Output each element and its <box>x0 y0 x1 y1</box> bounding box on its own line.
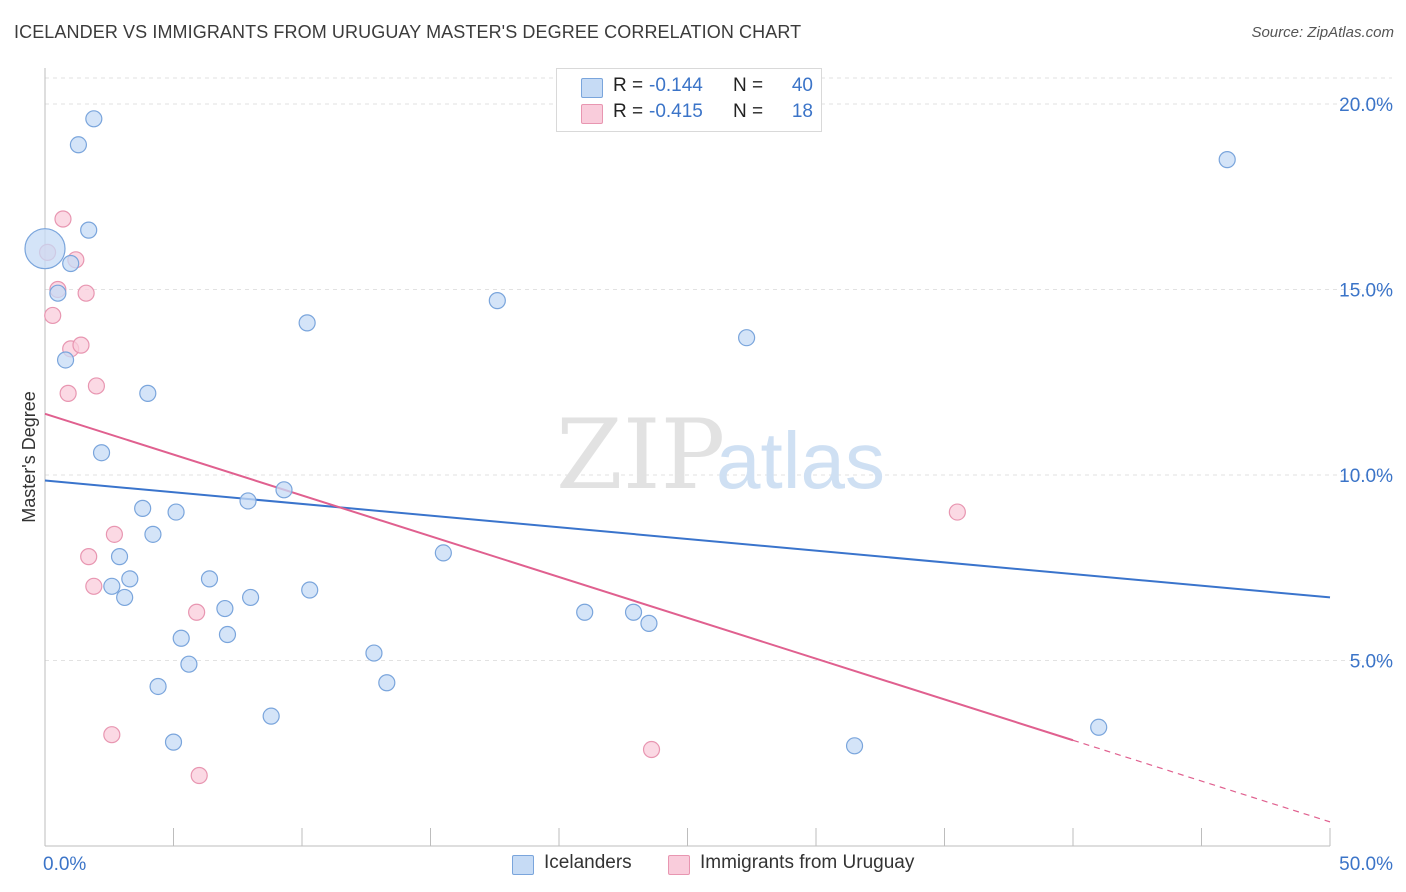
legend-swatch-blue <box>512 855 534 875</box>
uruguay-point <box>54 210 72 228</box>
r-label: R = <box>613 101 644 122</box>
r-value: -0.144 <box>649 75 703 96</box>
icelander-point <box>56 351 75 369</box>
icelander-point <box>218 625 237 644</box>
icelander-point <box>488 292 506 310</box>
icelander-point <box>200 570 219 588</box>
icelander-point <box>110 548 129 566</box>
y-tick-label: 15.0% <box>1339 280 1393 301</box>
icelander-point <box>434 544 452 562</box>
uruguay-point <box>44 306 62 325</box>
trend-line-icelanders <box>44 479 1331 599</box>
y-tick-label: 20.0% <box>1339 95 1393 116</box>
x-tick-label: 0.0% <box>43 854 86 875</box>
icelander-point <box>149 677 167 696</box>
icelander-point <box>80 221 98 239</box>
icelander-point <box>164 733 183 751</box>
trend-line-uruguay <box>44 412 1074 742</box>
watermark-zip: ZIP <box>556 399 725 511</box>
icelander-point <box>301 581 319 599</box>
n-value: 40 <box>791 75 813 96</box>
source-label: Source: ZipAtlas.com <box>1251 24 1394 41</box>
n-label: N = <box>733 101 764 122</box>
icelander-point <box>624 603 643 621</box>
icelander-point <box>180 655 198 673</box>
icelander-point <box>365 644 383 662</box>
icelander-point <box>262 707 280 725</box>
icelander-point <box>216 599 234 618</box>
series-legend: Icelanders Immigrants from Uruguay <box>0 852 1406 878</box>
icelander-point <box>378 674 396 692</box>
uruguay-point <box>190 766 208 785</box>
icelander-point <box>85 110 103 128</box>
n-label: N = <box>733 75 764 96</box>
icelander-point <box>144 525 162 543</box>
icelander-point <box>298 314 316 332</box>
icelander-point <box>62 254 80 273</box>
icelander-point <box>845 737 864 755</box>
chart-title: ICELANDER VS IMMIGRANTS FROM URUGUAY MAS… <box>14 22 802 42</box>
uruguay-point <box>59 384 77 402</box>
icelander-point <box>134 499 152 517</box>
r-label: R = <box>613 75 644 96</box>
icelander-point <box>275 481 293 499</box>
watermark: ZIP atlas <box>556 399 885 511</box>
icelander-point <box>121 570 139 588</box>
icelander-point <box>116 588 134 607</box>
trend-layer <box>44 412 1331 823</box>
uruguay-point <box>80 548 98 566</box>
icelander-point <box>242 588 260 607</box>
icelander-point <box>1090 718 1108 736</box>
y-tick-label: 5.0% <box>1350 651 1393 672</box>
icelander-point <box>640 614 658 632</box>
icelander-point <box>576 603 594 621</box>
axis-layer <box>44 68 1331 847</box>
icelander-point <box>738 329 756 347</box>
points-layer <box>24 110 1236 785</box>
grid-layer <box>45 77 1392 661</box>
r-value: -0.415 <box>649 101 703 122</box>
icelander-point <box>139 384 157 402</box>
uruguay-point <box>77 284 95 302</box>
n-value: 18 <box>791 101 813 122</box>
uruguay-point <box>87 377 106 395</box>
watermark-atlas: atlas <box>716 416 885 505</box>
uruguay-point <box>85 577 103 595</box>
uruguay-point <box>72 336 90 354</box>
trend-line-uruguay-extension <box>1072 739 1331 823</box>
icelander-point <box>103 577 121 595</box>
icelander-point <box>172 629 190 647</box>
icelander-point <box>49 284 67 302</box>
legend-swatch-pink <box>668 855 690 875</box>
stats-legend: R = -0.144 N = 40 R = -0.415 N = 18 <box>556 68 822 132</box>
x-tick-label: 50.0% <box>1339 854 1393 875</box>
uruguay-point <box>103 726 121 744</box>
icelander-point <box>92 444 111 462</box>
legend-label: Immigrants from Uruguay <box>700 852 915 873</box>
icelander-point <box>24 228 66 270</box>
icelander-point <box>1218 151 1236 169</box>
legend-swatch-blue <box>581 78 603 98</box>
uruguay-point <box>948 503 966 521</box>
icelander-point <box>167 503 185 521</box>
legend-label: Icelanders <box>544 852 632 873</box>
legend-swatch-pink <box>581 104 603 124</box>
uruguay-point <box>188 603 206 621</box>
uruguay-point <box>105 525 123 543</box>
y-tick-label: 10.0% <box>1339 466 1393 487</box>
uruguay-point <box>642 740 661 759</box>
label-layer: 5.0% 10.0% 15.0% 20.0% 0.0% 50.0% Master's Deg… <box>19 95 1393 875</box>
icelander-point <box>239 492 257 510</box>
icelander-point <box>69 136 88 154</box>
y-axis-title: Master's Degree <box>19 391 39 522</box>
